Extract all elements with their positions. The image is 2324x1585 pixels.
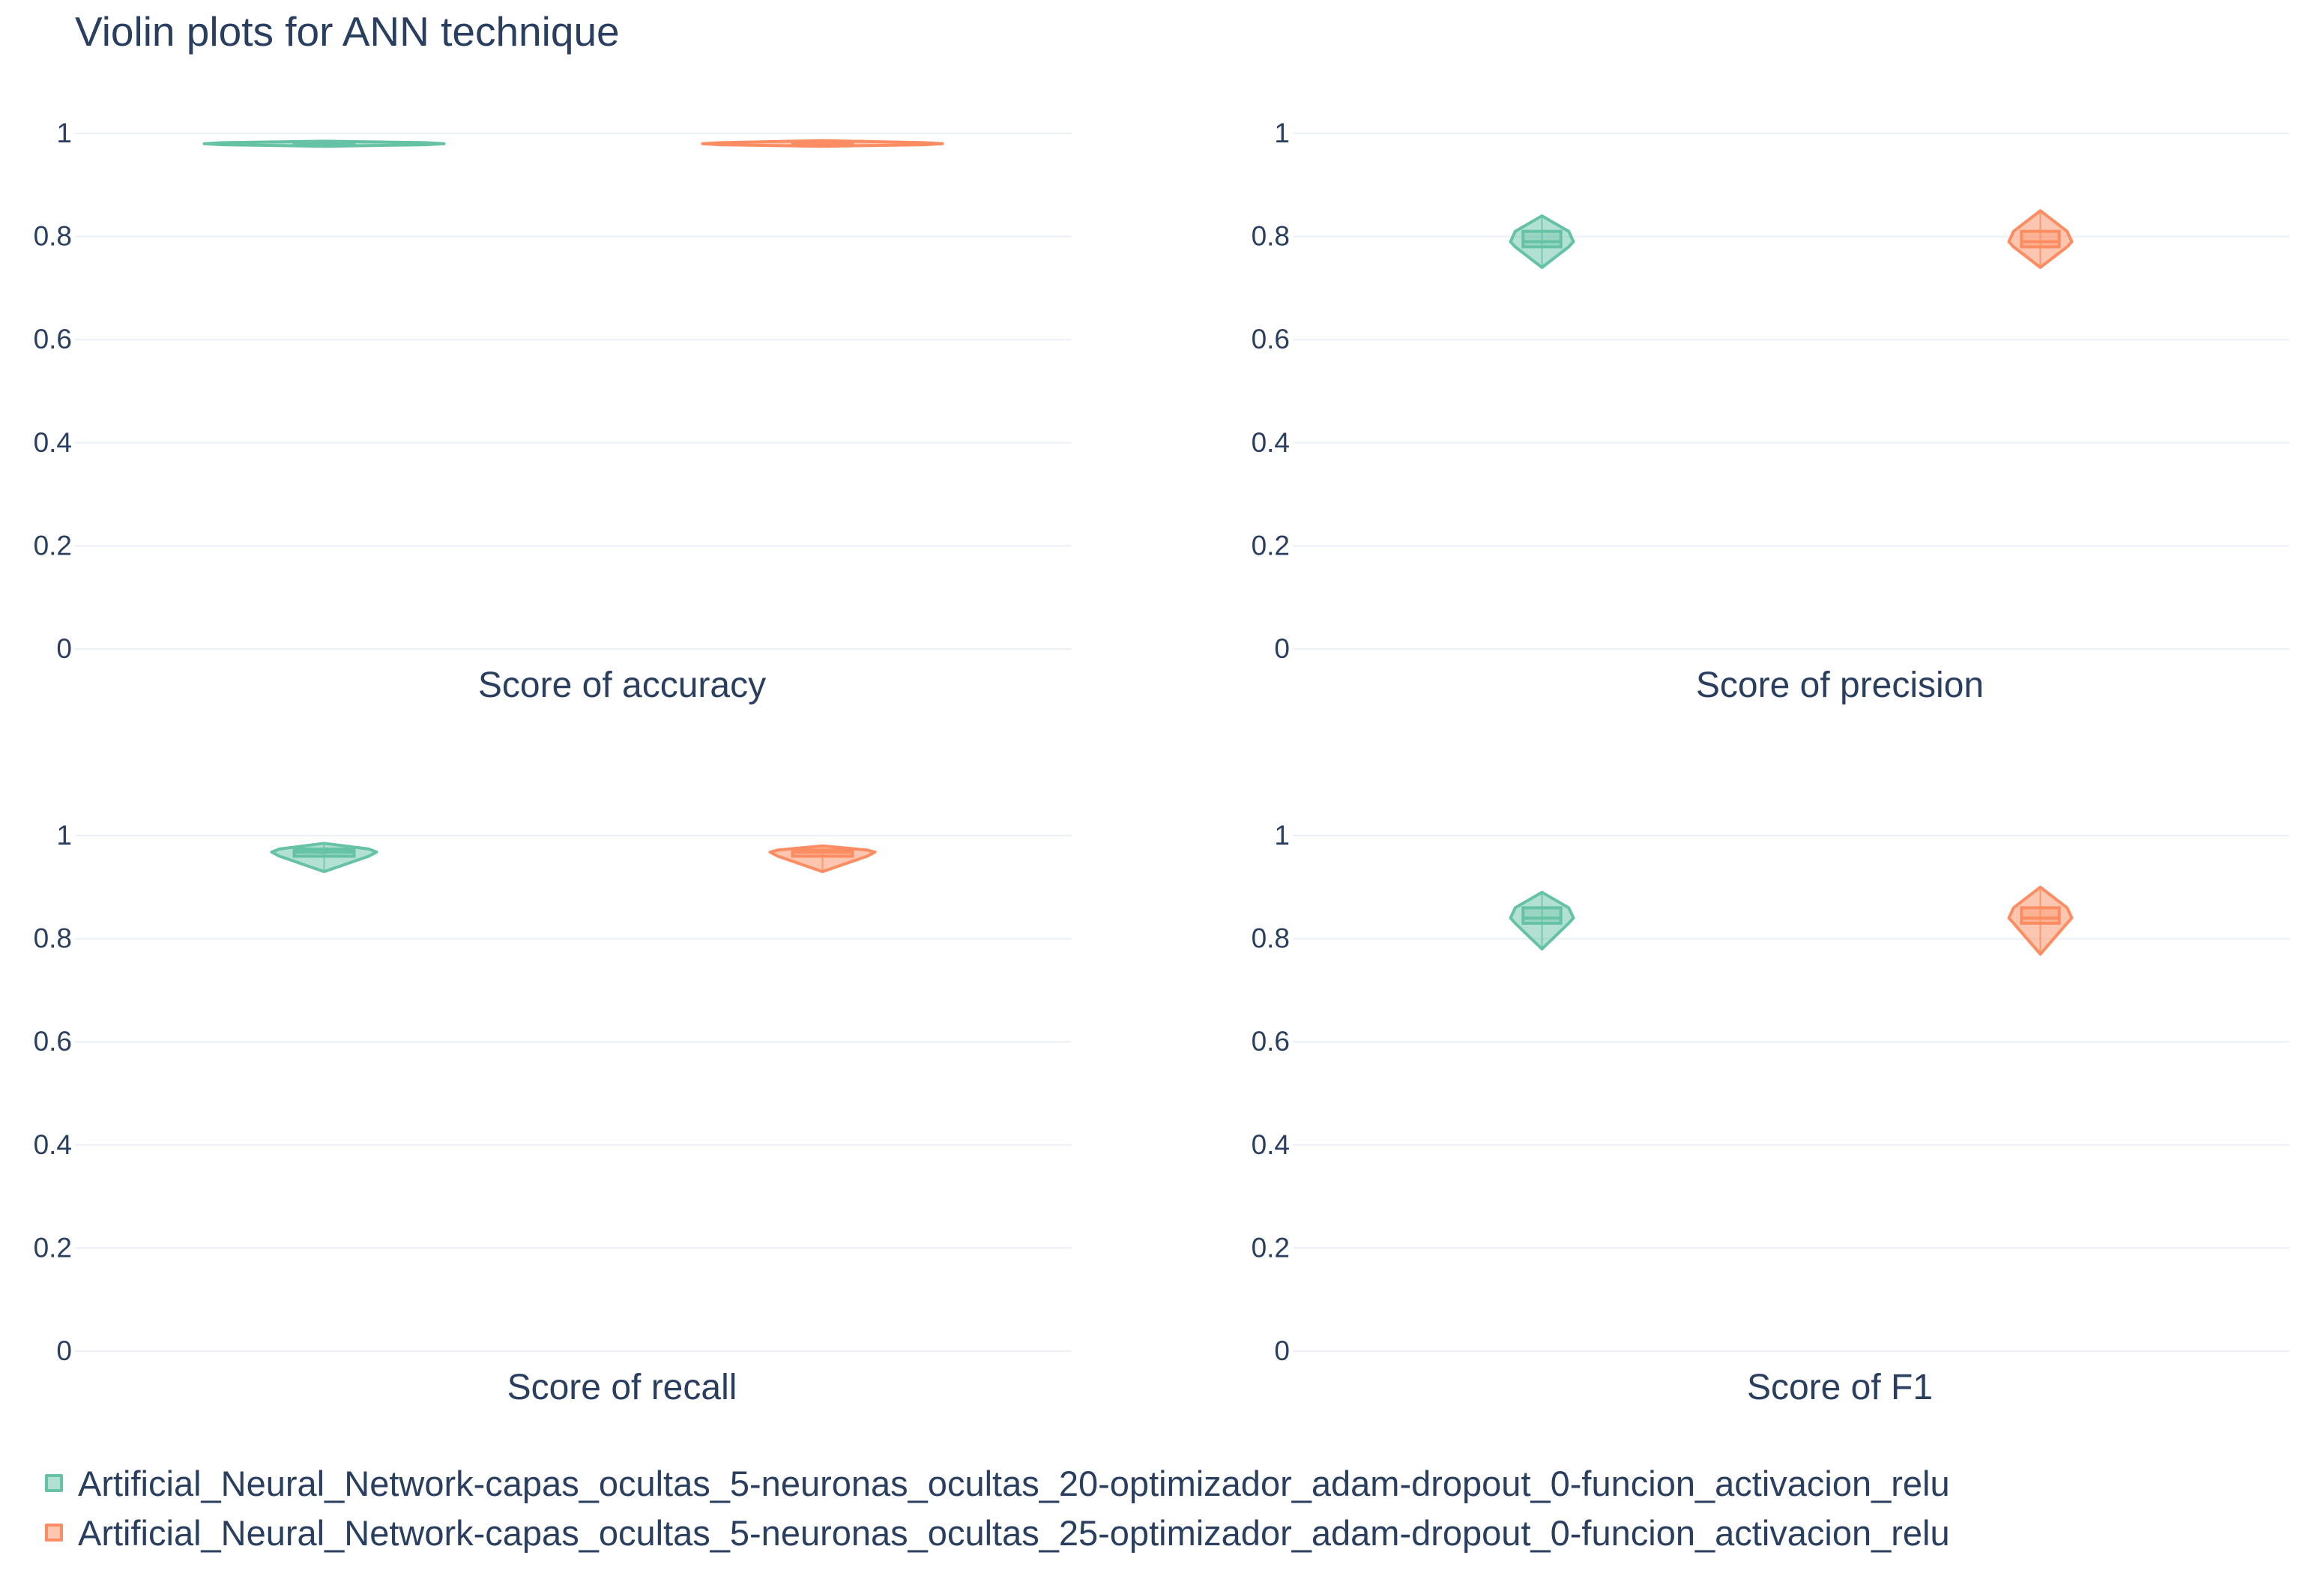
y-tick-label: 0.6 [1252, 324, 1290, 354]
y-tick-label: 0.4 [34, 427, 72, 458]
y-tick-label: 0.6 [1252, 1026, 1290, 1057]
y-tick-label: 0 [56, 1335, 72, 1366]
x-axis-title: Score of F1 [1747, 1368, 1933, 1407]
legend-label: Artificial_Neural_Network-capas_ocultas_… [78, 1463, 1950, 1503]
y-tick-label: 1 [56, 820, 72, 851]
legend-item-series-1[interactable]: Artificial_Neural_Network-capas_ocultas_… [45, 1461, 1950, 1505]
y-tick-label: 0.2 [34, 530, 72, 561]
y-tick-label: 0 [56, 633, 72, 664]
legend-item-series-2[interactable]: Artificial_Neural_Network-capas_ocultas_… [45, 1511, 1950, 1554]
x-axis-title: Score of precision [1696, 665, 1984, 705]
legend-label: Artificial_Neural_Network-capas_ocultas_… [78, 1512, 1950, 1553]
y-tick-label: 0.2 [1252, 530, 1290, 561]
y-tick-label: 0.4 [1252, 427, 1290, 458]
legend-swatch-orange [45, 1524, 63, 1542]
legend-swatch-teal [45, 1474, 63, 1492]
y-tick-label: 0.2 [1252, 1232, 1290, 1263]
y-tick-label: 1 [56, 118, 72, 148]
legend: Artificial_Neural_Network-capas_ocultas_… [45, 1461, 1950, 1560]
y-tick-label: 1 [1274, 820, 1290, 851]
x-axis-title: Score of accuracy [478, 665, 766, 705]
y-tick-label: 0.6 [34, 1026, 72, 1057]
y-tick-label: 0.4 [34, 1129, 72, 1160]
y-tick-label: 0.8 [34, 221, 72, 252]
y-tick-label: 0.4 [1252, 1129, 1290, 1160]
chart-title: Violin plots for ANN technique [75, 8, 620, 55]
y-tick-label: 0.8 [1252, 221, 1290, 252]
y-tick-label: 0 [1274, 1335, 1290, 1366]
y-tick-label: 0 [1274, 633, 1290, 664]
y-tick-label: 0.8 [34, 923, 72, 954]
y-tick-label: 0.2 [34, 1232, 72, 1263]
x-axis-title: Score of recall [507, 1368, 737, 1407]
y-tick-label: 1 [1274, 118, 1290, 148]
y-tick-label: 0.8 [1252, 923, 1290, 954]
y-tick-label: 0.6 [34, 324, 72, 354]
violin-chart-area: 0 0.2 0.4 0.6 0.8 1 Score of accuracy 0 0.2 0.4 0.… [34, 118, 2290, 1407]
